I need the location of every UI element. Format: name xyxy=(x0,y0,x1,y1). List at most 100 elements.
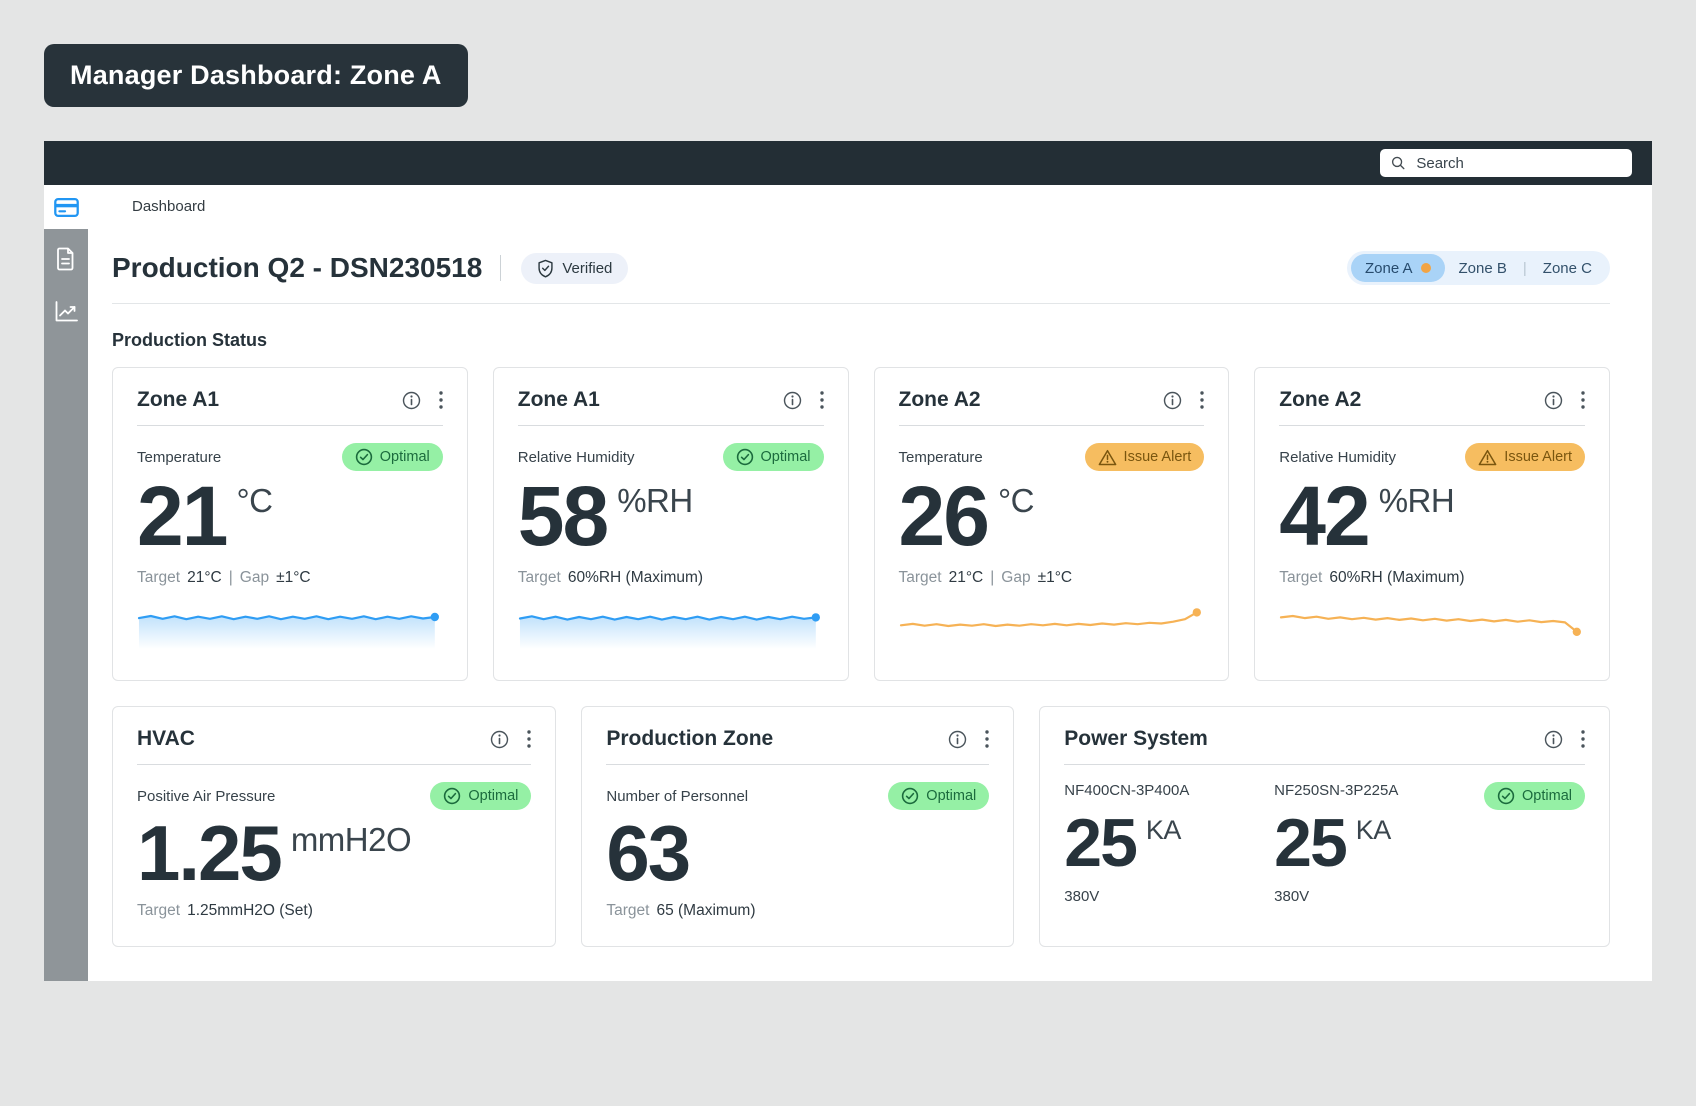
tab-zone-a[interactable]: Zone A xyxy=(1350,254,1445,282)
sidebar-rail xyxy=(44,229,88,981)
info-icon[interactable] xyxy=(1163,391,1182,410)
breaker-column-2: NF250SN-3P225A 25 KA 380V xyxy=(1274,782,1484,905)
sparkline-chart xyxy=(137,612,439,649)
status-badge-optimal: Optimal xyxy=(341,443,443,471)
kebab-menu-icon[interactable] xyxy=(985,730,989,748)
target-line: Target 60%RH (Maximum) xyxy=(517,568,704,586)
check-circle-icon xyxy=(444,787,461,805)
metric-label: Number of Personnel xyxy=(606,787,749,805)
target-line: Target 21°C | Gap ±1°C xyxy=(137,568,311,586)
warning-triangle-icon xyxy=(1098,449,1116,465)
card-title: Zone A2 xyxy=(898,388,981,411)
status-badge-optimal: Optimal xyxy=(722,443,824,471)
trend-chart-icon xyxy=(55,300,78,321)
card-divider xyxy=(898,425,1205,426)
heading-divider xyxy=(500,255,502,281)
metric-card-zone-a2-temperature: Zone A2 Tem xyxy=(873,367,1230,681)
kebab-menu-icon[interactable] xyxy=(1200,391,1204,409)
status-label: Optimal xyxy=(379,449,430,465)
metric-value: 63 xyxy=(606,809,691,897)
card-title: Zone A1 xyxy=(517,388,600,411)
status-label: Issue Alert xyxy=(1123,449,1192,465)
kebab-menu-icon[interactable] xyxy=(527,730,532,748)
breadcrumb[interactable]: Dashboard xyxy=(132,198,206,215)
metric-label: Relative Humidity xyxy=(517,448,635,466)
page-header: Production Q2 - DSN230518 Verified xyxy=(112,251,1610,285)
header-rule xyxy=(112,303,1610,304)
breaker-value: 25 xyxy=(1274,805,1348,881)
section-title: Production Status xyxy=(112,330,268,350)
tab-zone-c[interactable]: Zone C xyxy=(1542,259,1592,277)
metric-unit: %RH xyxy=(617,482,693,519)
sparkline-chart xyxy=(899,607,1201,627)
breaker-value: 25 xyxy=(1064,805,1138,881)
shield-check-icon xyxy=(538,259,553,278)
kebab-menu-icon[interactable] xyxy=(819,391,824,409)
metric-value: 1.25 xyxy=(137,809,283,897)
metric-card-power-system: Power System xyxy=(1039,706,1610,947)
metric-unit: °C xyxy=(997,482,1035,519)
status-label: Optimal xyxy=(1522,788,1572,804)
info-icon[interactable] xyxy=(402,391,421,410)
card-divider xyxy=(517,425,824,426)
status-badge-optimal: Optimal xyxy=(888,782,990,810)
card-title: Zone A2 xyxy=(1279,388,1362,411)
card-title: Power System xyxy=(1064,727,1208,750)
kebab-menu-icon[interactable] xyxy=(1581,391,1585,409)
metric-value: 26 xyxy=(898,469,990,563)
info-icon[interactable] xyxy=(1544,391,1563,410)
info-icon[interactable] xyxy=(783,391,802,410)
target-line: Target 21°C | Gap ±1°C xyxy=(898,568,1073,586)
breaker-model: NF400CN-3P400A xyxy=(1064,782,1190,799)
card-title: Zone A1 xyxy=(137,388,220,411)
status-cards-row-1: Zone A1 Tem xyxy=(112,367,1610,681)
tab-separator: | xyxy=(1522,259,1527,277)
target-line: Target 1.25mmH2O (Set) xyxy=(137,902,313,920)
metric-label: Temperature xyxy=(898,448,983,466)
info-icon[interactable] xyxy=(1544,730,1563,749)
kebab-menu-icon[interactable] xyxy=(439,391,443,409)
sparkline-chart xyxy=(518,612,820,649)
metric-label: Relative Humidity xyxy=(1279,448,1396,466)
search-input[interactable] xyxy=(1414,153,1621,173)
metric-card-zone-a1-humidity: Zone A1 Rel xyxy=(492,367,849,681)
main-content: Dashboard Production Q2 - DSN230518 Veri… xyxy=(88,185,1652,981)
metric-card-zone-a1-temperature: Zone A1 Tem xyxy=(112,367,468,681)
active-zone-dot-icon xyxy=(1420,263,1431,273)
info-icon[interactable] xyxy=(948,730,967,749)
info-icon[interactable] xyxy=(490,730,509,749)
page-heading: Production Q2 - DSN230518 xyxy=(112,252,483,283)
top-bar xyxy=(44,141,1652,185)
breaker-voltage: 380V xyxy=(1064,887,1100,905)
dashboard-card-icon xyxy=(53,197,79,217)
check-circle-icon xyxy=(1497,787,1515,805)
sidebar-item-analytics[interactable] xyxy=(52,297,80,325)
metric-unit: %RH xyxy=(1378,482,1455,519)
metric-card-zone-a2-humidity: Zone A2 Rel xyxy=(1254,367,1610,681)
card-divider xyxy=(606,764,990,765)
document-icon xyxy=(57,247,74,271)
status-badge-optimal: Optimal xyxy=(1484,782,1585,810)
verified-badge: Verified xyxy=(521,252,629,284)
metric-value: 42 xyxy=(1279,469,1370,563)
metric-unit: °C xyxy=(236,482,273,519)
tab-zone-b[interactable]: Zone B xyxy=(1458,259,1507,277)
sidebar xyxy=(44,185,88,981)
card-divider xyxy=(137,425,443,426)
kebab-menu-icon[interactable] xyxy=(1581,730,1585,748)
status-badge-alert: Issue Alert xyxy=(1084,443,1205,471)
metric-card-production-zone: Production Zone xyxy=(581,706,1015,947)
card-divider xyxy=(1064,764,1585,765)
status-cards-row-2: HVAC Positi xyxy=(112,706,1610,947)
sidebar-item-dashboard[interactable] xyxy=(44,185,88,229)
breaker-model: NF250SN-3P225A xyxy=(1274,782,1399,799)
card-divider xyxy=(137,764,532,765)
search-box[interactable] xyxy=(1380,149,1632,177)
card-title: HVAC xyxy=(137,727,195,750)
metric-unit: mmH2O xyxy=(290,821,412,858)
tab-zone-a-label: Zone A xyxy=(1364,259,1413,277)
check-circle-icon xyxy=(902,787,919,805)
metric-value: 58 xyxy=(517,469,609,563)
sidebar-item-documents[interactable] xyxy=(52,245,80,273)
metric-card-hvac: HVAC Positi xyxy=(112,706,557,947)
